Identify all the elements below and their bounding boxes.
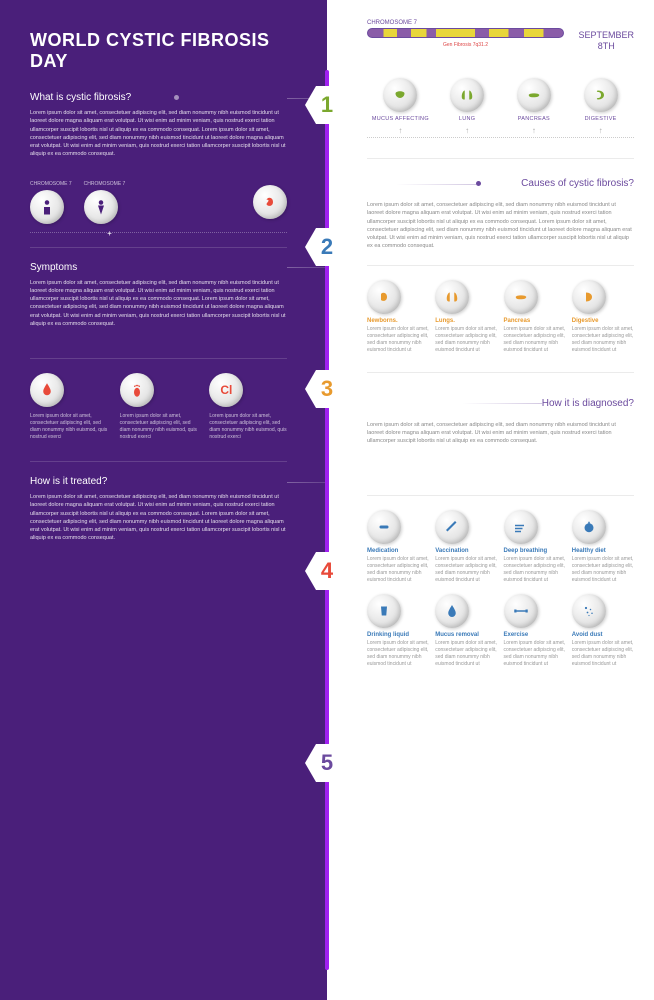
divider-r2 — [367, 265, 634, 266]
s5-body: Lorem ipsum dolor sit amet, consectetuer… — [30, 493, 287, 543]
liquid-icon — [367, 594, 401, 628]
divider-l1 — [30, 247, 287, 248]
divider-l2 — [30, 358, 287, 359]
s3-pancreas-icon — [504, 280, 538, 314]
s1-heading: What is cystic fibrosis? — [30, 92, 287, 103]
mucus-icon — [383, 78, 417, 112]
parent-1-label: CHROMOSOME 7 — [30, 181, 72, 187]
s4-heading: How it is diagnosed? — [542, 398, 634, 409]
medication-icon — [367, 510, 401, 544]
section-2-right: Causes of cystic fibrosis? Lorem ipsum d… — [367, 173, 634, 251]
breathing-icon — [504, 510, 538, 544]
parent-2-label: CHROMOSOME 7 — [84, 181, 126, 187]
page-title: WORLD CYSTIC FIBROSIS DAY — [30, 30, 287, 72]
s2-heading: Causes of cystic fibrosis? — [476, 178, 634, 189]
digestive-icon — [584, 78, 618, 112]
section-5-right: MedicationLorem ipsum dolor sit amet, co… — [367, 510, 634, 668]
s3-digestive-icon — [572, 280, 606, 314]
s3-body: Lorem ipsum dolor sit amet, consectetuer… — [30, 279, 287, 329]
cl-icon: Cl — [209, 373, 243, 407]
foot-icon — [120, 373, 154, 407]
s4-c3-txt: Lorem ipsum dolor sit amet, consectetuer… — [209, 413, 287, 441]
female-icon — [84, 190, 118, 224]
s2-body: Lorem ipsum dolor sit amet, consectetuer… — [367, 201, 634, 251]
divider-l3 — [30, 461, 287, 462]
divider-r3 — [367, 372, 634, 373]
section-3-left: Symptoms Lorem ipsum dolor sit amet, con… — [30, 262, 287, 329]
dust-icon — [572, 594, 606, 628]
chromosome-diagram: CHROMOSOME 7 Gen Fibrosis 7q31.2 — [367, 20, 564, 48]
s5-heading: How is it treated? — [30, 476, 287, 487]
s1-body: Lorem ipsum dolor sit amet, consectetuer… — [30, 109, 287, 159]
male-icon — [30, 190, 64, 224]
section-4-right: How it is diagnosed? Lorem ipsum dolor s… — [367, 393, 634, 446]
embryo-icon — [253, 185, 287, 219]
divider-r4 — [367, 495, 634, 496]
pancreas-icon — [517, 78, 551, 112]
s4-c1-txt: Lorem ipsum dolor sit amet, consectetuer… — [30, 413, 108, 441]
infographic-page: 1 2 3 4 5 WORLD CYSTIC FIBROSIS DAY What… — [0, 0, 654, 1000]
exercise-icon — [504, 594, 538, 628]
diet-icon — [572, 510, 606, 544]
section-1-right: MUCUS AFFECTING↑ LUNG↑ PANCREAS↑ DIGESTI… — [367, 78, 634, 138]
blood-icon — [30, 373, 64, 407]
divider-r1 — [367, 158, 634, 159]
section-2-left: CHROMOSOME 7 CHROMOSOME 7 + — [30, 181, 287, 233]
section-3-right: Newborns.Lorem ipsum dolor sit amet, con… — [367, 280, 634, 354]
s3-lung-icon — [435, 280, 469, 314]
s3-newborn-icon — [367, 280, 401, 314]
lung-icon — [450, 78, 484, 112]
section-4-left: Lorem ipsum dolor sit amet, consectetuer… — [30, 373, 287, 441]
section-1-left: What is cystic fibrosis? Lorem ipsum dol… — [30, 92, 287, 159]
s4-body: Lorem ipsum dolor sit amet, consectetuer… — [367, 421, 634, 446]
right-panel: CHROMOSOME 7 Gen Fibrosis 7q31.2 SEPTEMB… — [327, 0, 654, 1000]
section-5-left: How is it treated? Lorem ipsum dolor sit… — [30, 476, 287, 543]
mucus-removal-icon — [435, 594, 469, 628]
center-spine — [325, 70, 329, 970]
left-panel: WORLD CYSTIC FIBROSIS DAY What is cystic… — [0, 0, 327, 1000]
event-date: SEPTEMBER8TH — [578, 30, 634, 52]
s4-c2-txt: Lorem ipsum dolor sit amet, consectetuer… — [120, 413, 198, 441]
s3-heading: Symptoms — [30, 262, 287, 273]
vaccination-icon — [435, 510, 469, 544]
